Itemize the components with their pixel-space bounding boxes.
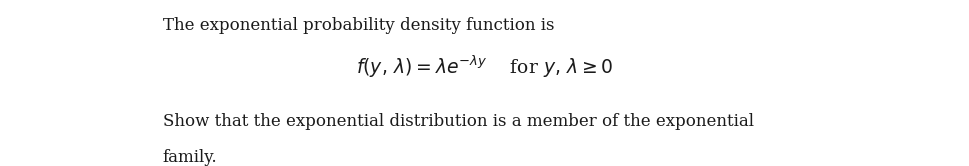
Text: family.: family.: [163, 149, 217, 166]
Text: $f(y,\,\lambda) = \lambda e^{-\lambda y}\quad$ for $y,\, \lambda \geq 0$: $f(y,\,\lambda) = \lambda e^{-\lambda y}…: [356, 53, 613, 80]
Text: The exponential probability density function is: The exponential probability density func…: [163, 17, 554, 34]
Text: Show that the exponential distribution is a member of the exponential: Show that the exponential distribution i…: [163, 113, 754, 130]
